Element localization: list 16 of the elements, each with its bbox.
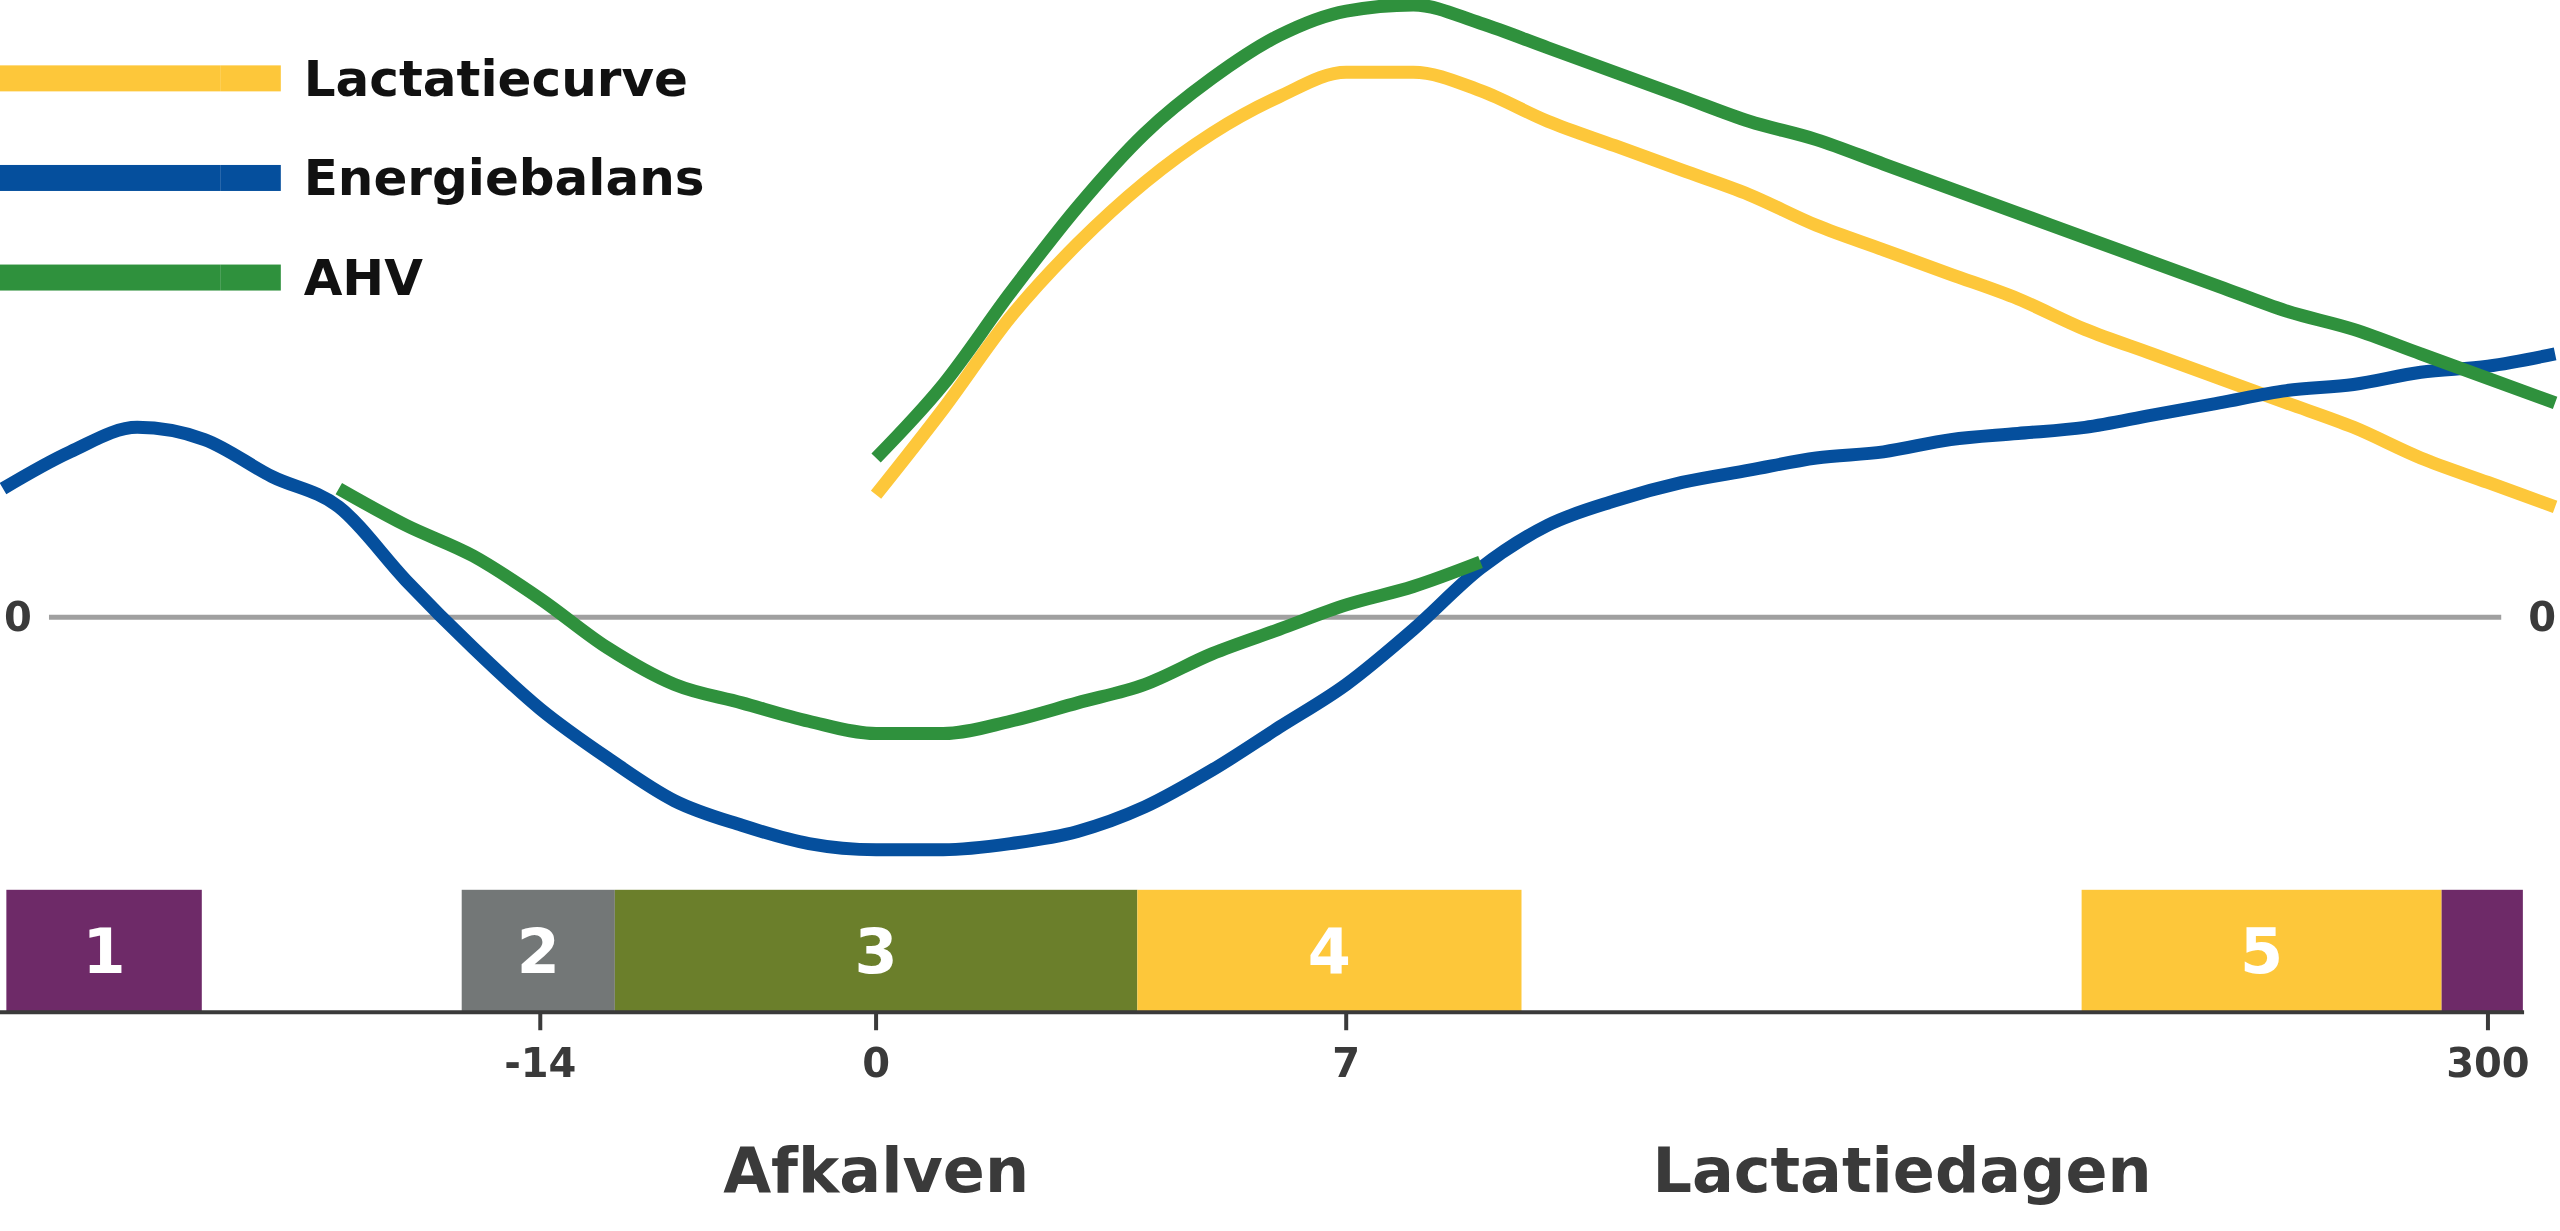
x-tick-label: 0 xyxy=(862,1040,891,1087)
ref-line-label: 0 xyxy=(4,594,32,641)
text: 2 xyxy=(516,914,560,988)
text: 5 xyxy=(2240,914,2284,988)
legend-label: AHV xyxy=(303,249,424,308)
category-label: 0 xyxy=(2528,594,2556,641)
text: 1 xyxy=(82,914,126,988)
text: 4 xyxy=(1307,914,1351,988)
x-tick-label: 7 xyxy=(1332,1040,1361,1087)
legend-label: Energiebalans xyxy=(303,149,705,208)
x-tick-label: -14 xyxy=(504,1040,577,1087)
text: 3 xyxy=(854,914,898,988)
legend-label: Lactatiecurve xyxy=(303,49,688,108)
text: Afkalven xyxy=(723,1133,1030,1207)
x-axis-title: Lactatiedagen xyxy=(1652,1133,2152,1207)
x-tick-label: 300 xyxy=(2446,1040,2530,1087)
